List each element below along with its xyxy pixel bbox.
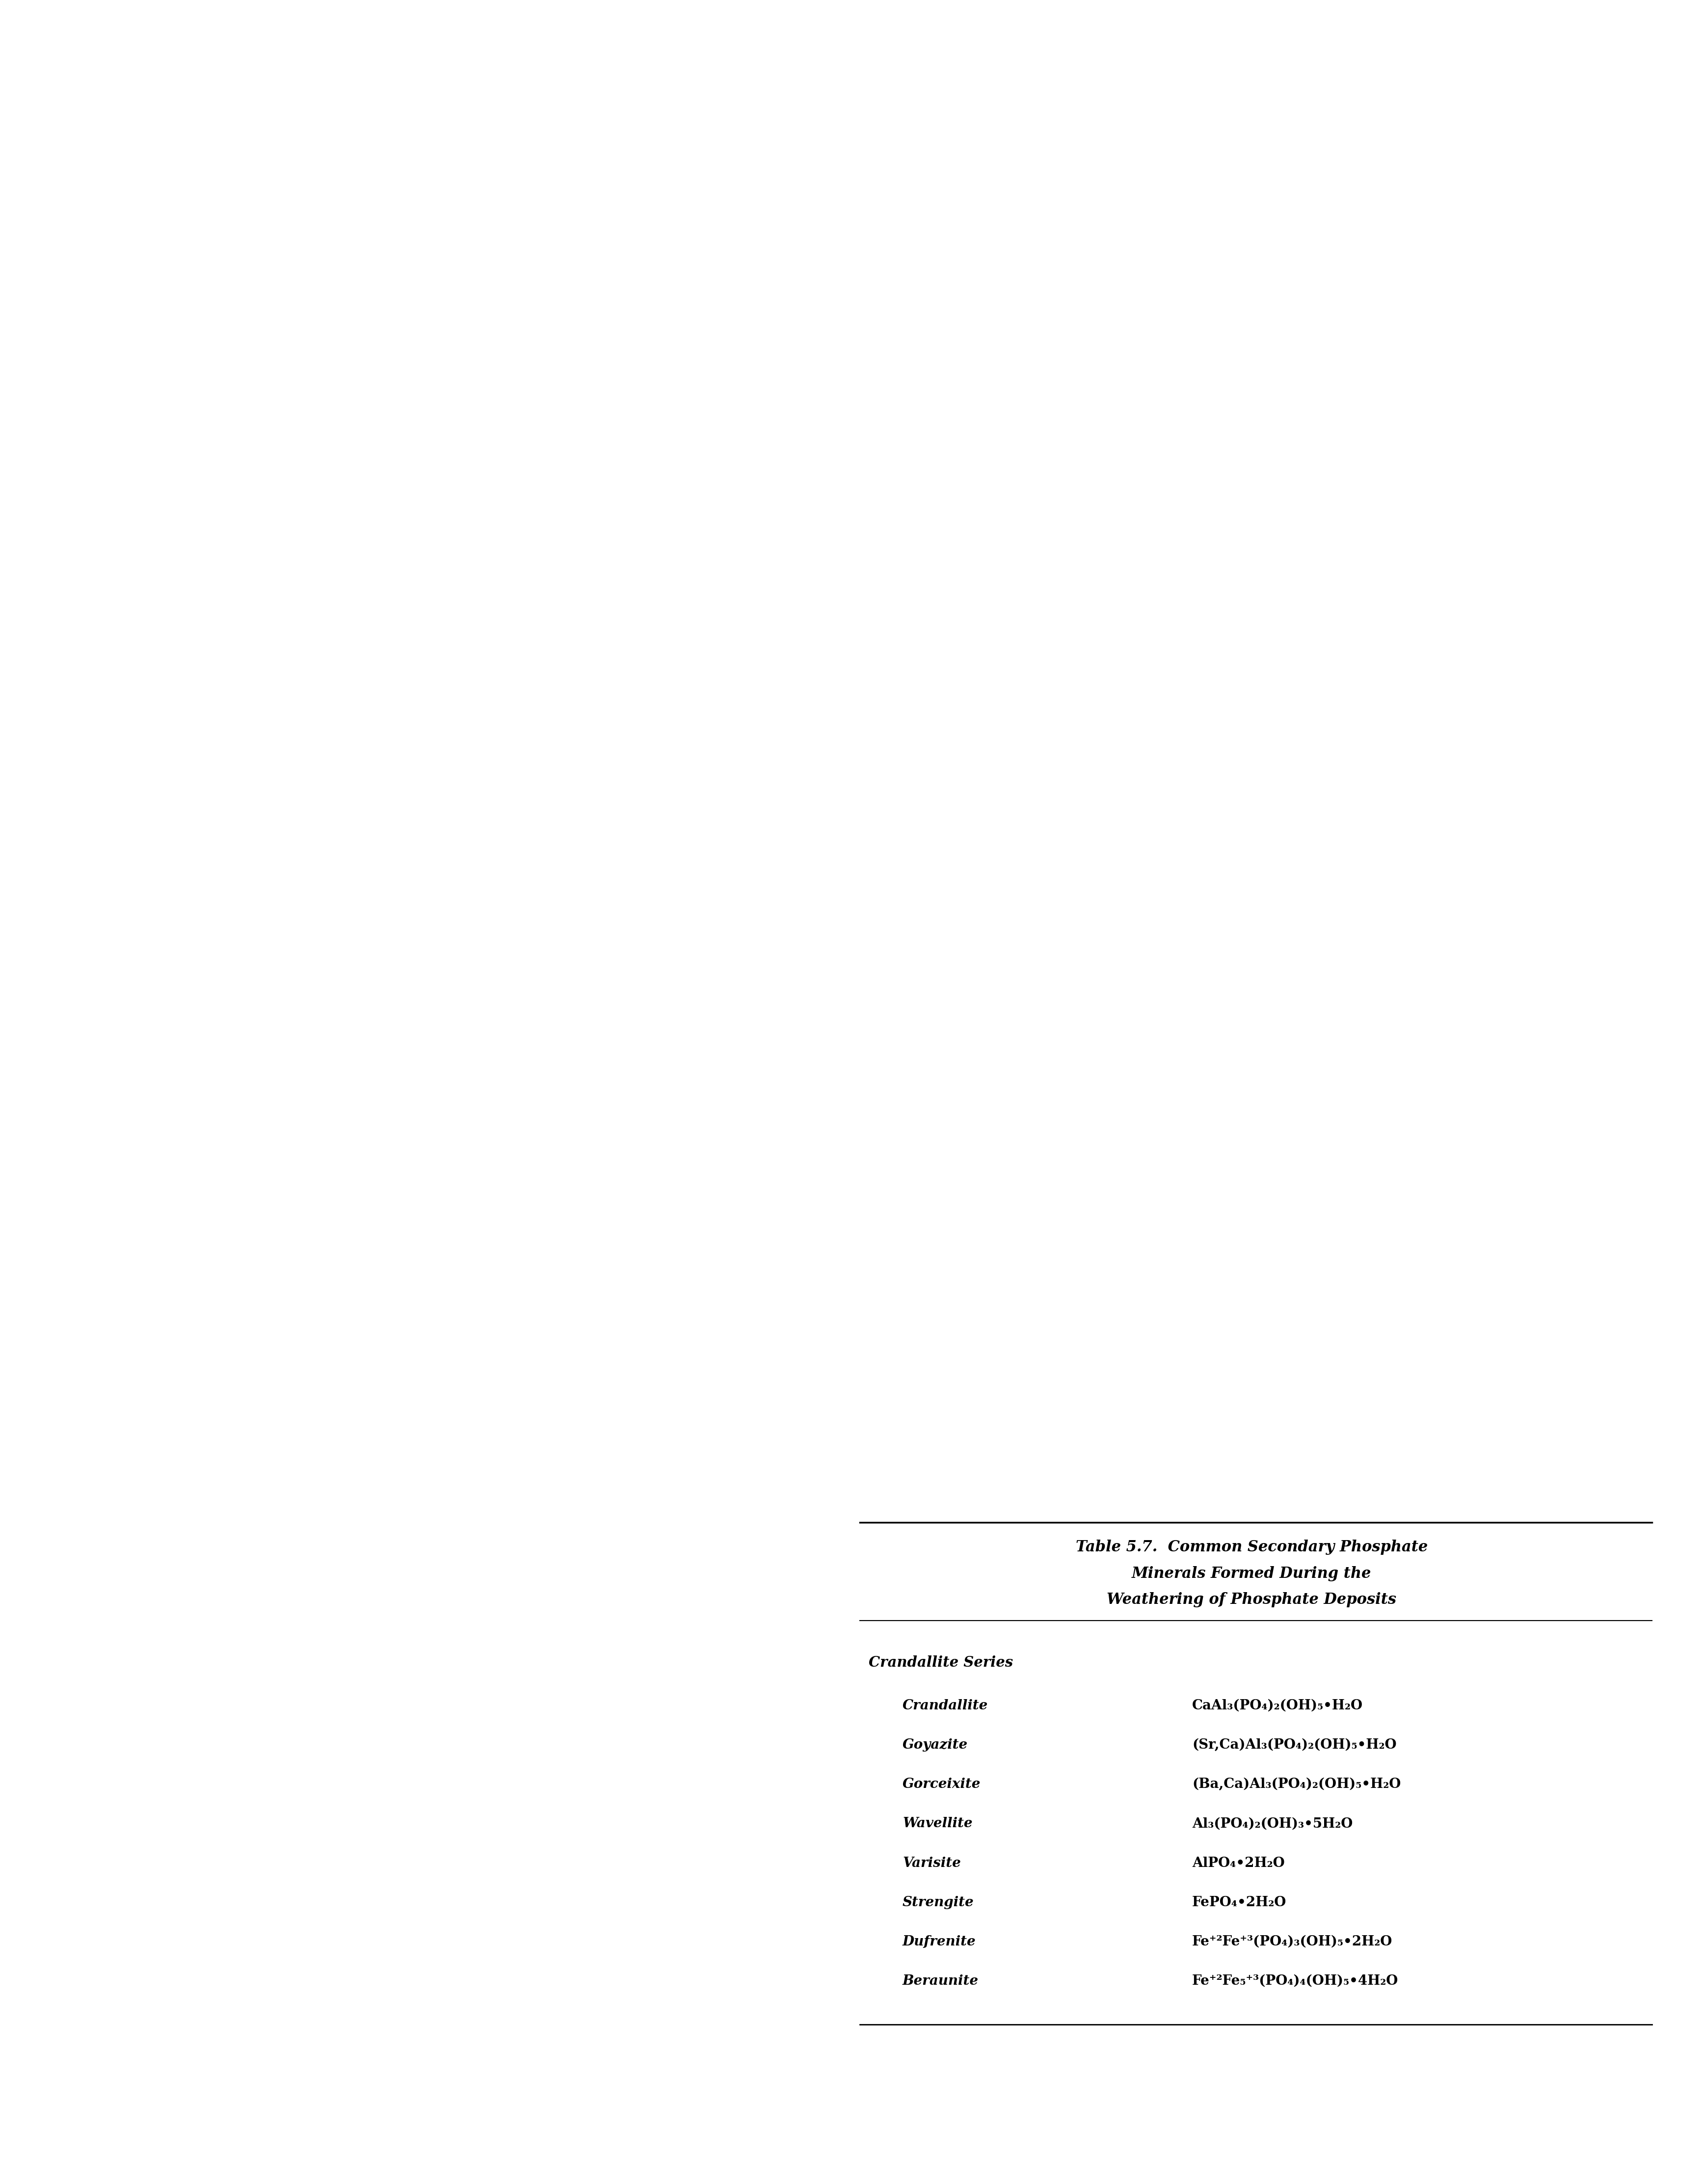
Text: (Sr,Ca)Al₃(PO₄)₂(OH)₅•H₂O: (Sr,Ca)Al₃(PO₄)₂(OH)₅•H₂O [1192,1738,1396,1752]
Text: (Ba,Ca)Al₃(PO₄)₂(OH)₅•H₂O: (Ba,Ca)Al₃(PO₄)₂(OH)₅•H₂O [1192,1778,1402,1791]
Text: Al₃(PO₄)₂(OH)₃•5H₂O: Al₃(PO₄)₂(OH)₃•5H₂O [1192,1817,1352,1830]
Text: Dufrenite: Dufrenite [903,1935,976,1948]
Text: Weathering of Phosphate Deposits: Weathering of Phosphate Deposits [1107,1592,1396,1607]
Text: AlPO₄•2H₂O: AlPO₄•2H₂O [1192,1856,1284,1870]
Text: Crandallite: Crandallite [903,1699,988,1712]
Text: Minerals Formed During the: Minerals Formed During the [1132,1566,1371,1581]
Text: Crandallite Series: Crandallite Series [869,1655,1013,1671]
Text: Table 5.7.  Common Secondary Phosphate: Table 5.7. Common Secondary Phosphate [1076,1540,1427,1555]
Text: CaAl₃(PO₄)₂(OH)₅•H₂O: CaAl₃(PO₄)₂(OH)₅•H₂O [1192,1699,1362,1712]
Text: Gorceixite: Gorceixite [903,1778,981,1791]
Text: Fe⁺²Fe⁺³(PO₄)₃(OH)₅•2H₂O: Fe⁺²Fe⁺³(PO₄)₃(OH)₅•2H₂O [1192,1935,1393,1948]
Text: FePO₄•2H₂O: FePO₄•2H₂O [1192,1896,1286,1909]
Text: Fe⁺²Fe₅⁺³(PO₄)₄(OH)₅•4H₂O: Fe⁺²Fe₅⁺³(PO₄)₄(OH)₅•4H₂O [1192,1974,1398,1987]
Text: Strengite: Strengite [903,1896,974,1909]
Text: Wavellite: Wavellite [903,1817,972,1830]
Text: Goyazite: Goyazite [903,1738,967,1752]
Text: Beraunite: Beraunite [903,1974,979,1987]
Text: Varisite: Varisite [903,1856,960,1870]
